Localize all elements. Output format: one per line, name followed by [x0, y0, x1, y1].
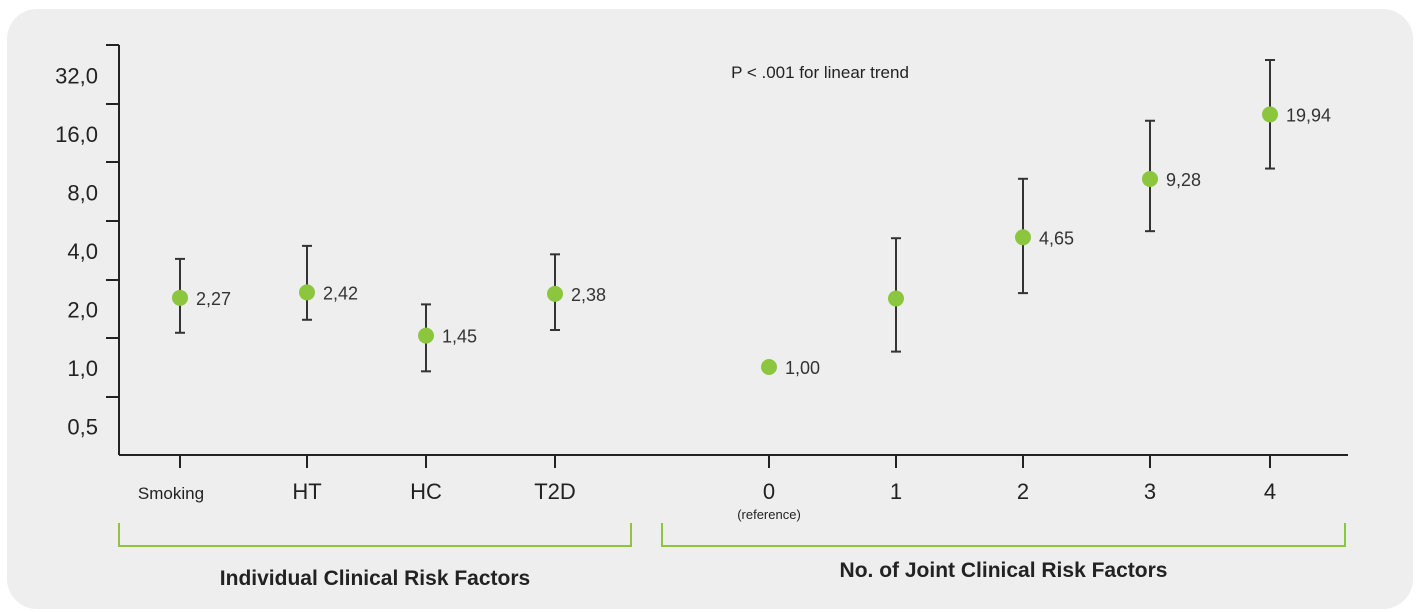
value-label: 4,65	[1039, 228, 1074, 248]
y-tick-label: 2,0	[67, 298, 98, 323]
value-label: 2,42	[323, 283, 358, 303]
x-tick-label: 0	[763, 479, 775, 504]
x-tick-label: 2	[1017, 479, 1029, 504]
trend-annotation: P < .001 for linear trend	[731, 63, 909, 82]
value-label: 2,38	[571, 285, 606, 305]
x-tick-sublabel: (reference)	[737, 507, 801, 522]
group-bracket	[118, 523, 632, 547]
y-tick-label: 1,0	[67, 356, 98, 381]
data-point	[172, 289, 188, 306]
group-bracket	[661, 523, 1346, 547]
y-tick-label: 4,0	[67, 239, 98, 264]
data-point	[761, 359, 777, 375]
y-tick-label: 16,0	[55, 122, 98, 147]
data-point	[299, 284, 315, 301]
value-label: 2,27	[196, 289, 231, 309]
value-label: 1,00	[785, 358, 820, 378]
y-tick-label: 32,0	[55, 64, 98, 89]
x-tick-label: 3	[1144, 479, 1156, 504]
chart-card	[7, 9, 1413, 609]
value-label: 9,28	[1166, 170, 1201, 190]
x-tick-label: HC	[410, 479, 442, 504]
x-tick-label: Smoking	[138, 484, 204, 503]
data-point	[1142, 170, 1158, 187]
data-point	[418, 327, 434, 344]
y-tick-label: 0,5	[67, 415, 98, 440]
x-tick-label: 1	[890, 479, 902, 504]
data-point	[1015, 229, 1031, 246]
y-tick-label: 8,0	[67, 181, 98, 206]
group-label: Individual Clinical Risk Factors	[220, 567, 530, 590]
value-label: 1,45	[442, 327, 477, 347]
data-point	[888, 290, 904, 307]
data-point	[547, 285, 563, 302]
x-tick-label: 4	[1264, 479, 1276, 504]
x-tick-label: HT	[292, 479, 321, 504]
x-tick-label: T2D	[534, 479, 576, 504]
data-point	[1262, 106, 1278, 123]
value-label: 19,94	[1286, 105, 1331, 125]
group-label: No. of Joint Clinical Risk Factors	[840, 559, 1168, 582]
